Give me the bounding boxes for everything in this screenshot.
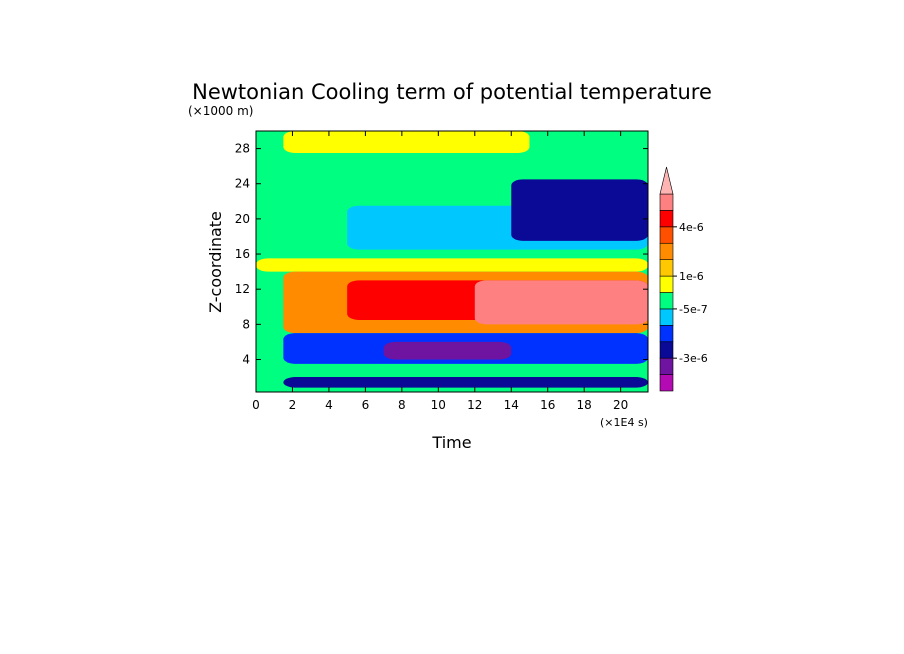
- colorbar-swatch: [659, 292, 674, 310]
- x-tick-label: 4: [325, 398, 333, 412]
- region-mid-yellow-band: [256, 258, 648, 272]
- colorbar-label: 1e-6: [679, 270, 704, 283]
- plot-area: [256, 131, 648, 392]
- x-tick-label: 14: [504, 398, 519, 412]
- x-tick-label: 2: [289, 398, 297, 412]
- x-tick-label: 20: [613, 398, 628, 412]
- region-low-purple-core: [383, 341, 512, 360]
- x-tick-label: 16: [540, 398, 555, 412]
- colorbar-swatch: [659, 374, 674, 392]
- colorbar-swatch: [659, 357, 674, 375]
- y-tick-label: 4: [242, 352, 250, 366]
- colorbar-swatch: [659, 308, 674, 326]
- y-unit-label: (×1000 m): [188, 104, 253, 118]
- colorbar-swatch: [659, 193, 674, 211]
- y-tick-label: 20: [235, 212, 250, 226]
- y-axis: 4 8 12 16 20 24 28: [235, 142, 648, 366]
- colorbar-label: -5e-7: [679, 303, 708, 316]
- colorbar-swatch: [659, 259, 674, 277]
- colorbar-swatch: [659, 275, 674, 293]
- colorbar-swatch: [659, 226, 674, 244]
- region-low-deep-blue-layer: [283, 377, 648, 388]
- colorbar-arrow: [659, 166, 674, 195]
- y-tick-label: 28: [235, 142, 250, 156]
- colorbar-swatch: [659, 341, 674, 359]
- y-tick-label: 24: [235, 177, 250, 191]
- colorbar-label: 4e-6: [679, 221, 704, 234]
- plot-frame: [255, 130, 649, 393]
- x-unit-label: (×1E4 s): [600, 416, 648, 429]
- x-tick-label: 0: [252, 398, 260, 412]
- region-top-yellow-band: [283, 131, 530, 153]
- heatmap-regions: [256, 131, 648, 392]
- colorbar-label: -3e-6: [679, 352, 708, 365]
- x-tick-label: 10: [431, 398, 446, 412]
- colorbar-swatch: [659, 325, 674, 343]
- colorbar-swatch: [659, 242, 674, 260]
- region-upper-deep-blue-layer: [511, 179, 648, 241]
- chart-title: Newtonian Cooling term of potential temp…: [192, 80, 712, 104]
- x-tick-label: 6: [362, 398, 370, 412]
- y-axis-label: Z-coordinate: [206, 211, 225, 313]
- colorbar-swatch: [659, 210, 674, 228]
- x-axis: 0 2 4 6 8 10 12 14 16 18 20: [252, 131, 628, 412]
- x-tick-label: 12: [467, 398, 482, 412]
- colorbar: 4e-6 1e-6 -5e-7 -3e-6: [659, 166, 708, 392]
- x-tick-label: 18: [577, 398, 592, 412]
- y-tick-label: 8: [242, 317, 250, 331]
- y-tick-label: 12: [235, 282, 250, 296]
- x-axis-label: Time: [431, 433, 471, 452]
- x-tick-label: 8: [398, 398, 406, 412]
- y-tick-label: 16: [235, 247, 250, 261]
- region-mid-pink-core: [474, 280, 648, 325]
